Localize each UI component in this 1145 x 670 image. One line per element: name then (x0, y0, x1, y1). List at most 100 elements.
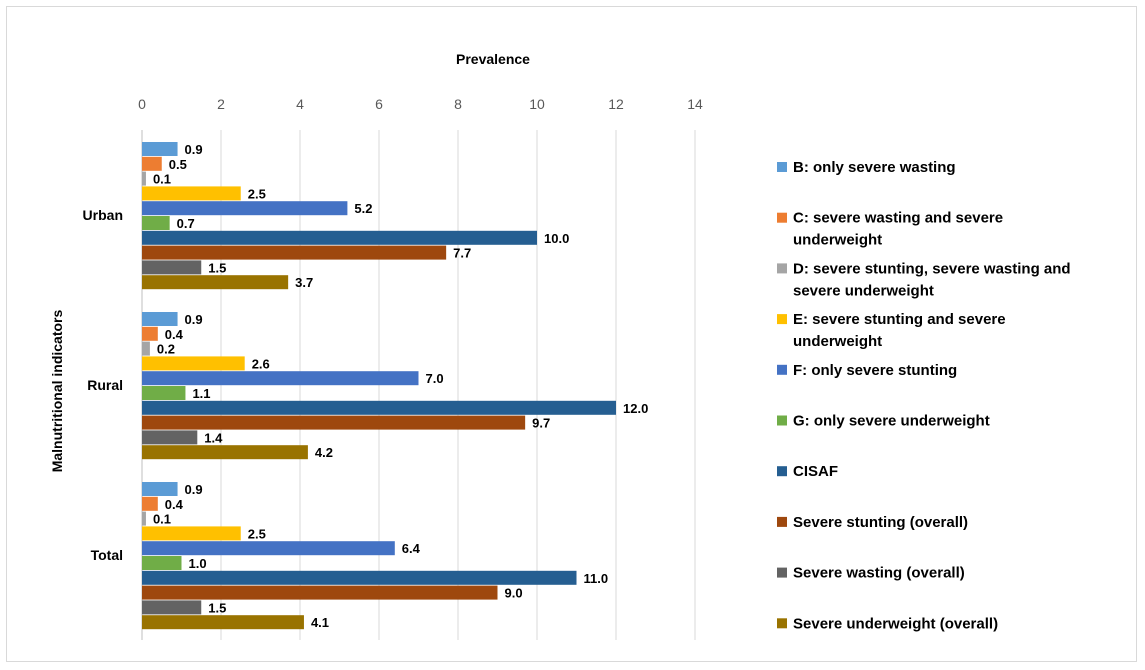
legend-label: underweight (793, 232, 882, 249)
y-axis-title: Malnutritional indicators (49, 310, 65, 473)
bar (142, 156, 162, 171)
data-label: 1.4 (204, 430, 223, 445)
data-label: 4.1 (311, 615, 329, 630)
data-label: 10.0 (544, 231, 569, 246)
bar (142, 326, 158, 341)
legend-swatch (777, 466, 787, 477)
bar (142, 312, 178, 326)
legend-label: E: severe stunting and severe (793, 311, 1006, 328)
bar (142, 356, 245, 371)
category-labels: Urban Rural Total (83, 207, 123, 563)
legend-swatch (777, 162, 787, 172)
bar (142, 341, 150, 356)
bar (142, 541, 395, 556)
bar (142, 430, 198, 445)
x-axis-title: Prevalence (456, 51, 530, 67)
bar (142, 511, 146, 526)
data-label: 0.5 (169, 157, 187, 172)
bar (142, 615, 304, 630)
legend-swatch (777, 567, 787, 578)
legend: B: only severe wasting C: severe wasting … (777, 159, 1071, 632)
data-label: 2.5 (248, 526, 266, 541)
x-tick-label: 2 (217, 96, 225, 112)
legend-swatch (777, 516, 787, 527)
data-label: 11.0 (584, 571, 609, 586)
data-labels: 0.90.50.12.55.20.710.07.71.53.70.90.40.2… (153, 142, 648, 630)
legend-swatch (777, 263, 787, 274)
bar (142, 415, 526, 430)
data-label: 0.1 (153, 172, 171, 187)
x-axis-ticks: 0 2 4 6 8 10 12 14 (138, 96, 703, 112)
bar (142, 275, 289, 290)
bar (142, 230, 537, 245)
data-label: 0.9 (185, 142, 203, 157)
legend-label: CISAF (793, 463, 838, 480)
x-tick-label: 14 (687, 96, 703, 112)
bar (142, 445, 308, 460)
bar (142, 386, 186, 400)
legend-label: Severe underweight (overall) (793, 615, 998, 632)
data-label: 0.9 (185, 482, 203, 497)
data-label: 1.5 (208, 600, 226, 615)
data-label: 7.7 (453, 246, 471, 261)
category-label: Urban (83, 207, 123, 223)
data-label: 0.2 (157, 342, 175, 357)
legend-label: Severe stunting (overall) (793, 514, 968, 531)
data-label: 4.2 (315, 445, 333, 460)
bars (142, 142, 616, 630)
legend-swatch (777, 415, 787, 426)
legend-swatch (777, 314, 787, 325)
data-label: 1.1 (192, 386, 210, 401)
legend-swatch (777, 364, 787, 375)
data-label: 5.2 (354, 201, 372, 216)
category-label: Total (91, 547, 123, 563)
bar (142, 496, 158, 511)
x-tick-label: 8 (454, 96, 462, 112)
legend-label: C: severe wasting and severe (793, 210, 1003, 227)
legend-label: F: only severe stunting (793, 362, 957, 379)
data-label: 1.5 (208, 260, 226, 275)
legend-swatch (777, 618, 787, 629)
data-label: 9.7 (532, 416, 550, 431)
x-tick-label: 12 (608, 96, 624, 112)
bar (142, 482, 178, 496)
legend-label: Severe wasting (overall) (793, 565, 965, 582)
legend-label: underweight (793, 333, 882, 350)
data-label: 9.0 (505, 586, 523, 601)
data-label: 0.9 (185, 312, 203, 327)
data-label: 0.1 (153, 512, 171, 527)
bar (142, 400, 616, 415)
bar (142, 245, 447, 260)
legend-label: B: only severe wasting (793, 159, 956, 176)
data-label: 2.6 (252, 356, 270, 371)
data-label: 1.0 (189, 556, 207, 571)
legend-label: severe underweight (793, 282, 934, 299)
x-tick-label: 0 (138, 96, 146, 112)
bar (142, 142, 178, 156)
data-label: 2.5 (248, 186, 266, 201)
bar (142, 201, 348, 216)
bar (142, 526, 241, 541)
data-label: 7.0 (426, 371, 444, 386)
x-tick-label: 6 (375, 96, 383, 112)
bar (142, 585, 498, 600)
bar (142, 600, 202, 615)
x-tick-label: 10 (529, 96, 545, 112)
x-tick-label: 4 (296, 96, 304, 112)
category-label: Rural (87, 377, 123, 393)
data-label: 3.7 (295, 275, 313, 290)
bar (142, 556, 182, 570)
legend-label: G: only severe underweight (793, 413, 990, 430)
data-label: 6.4 (402, 541, 421, 556)
bar (142, 260, 202, 275)
bar (142, 216, 170, 230)
data-label: 0.4 (165, 497, 184, 512)
bar (142, 186, 241, 201)
legend-label: D: severe stunting, severe wasting and (793, 260, 1071, 277)
bar (142, 371, 419, 386)
legend-swatch (777, 212, 787, 223)
bar (142, 171, 146, 186)
data-label: 12.0 (623, 401, 648, 416)
data-label: 0.4 (165, 327, 184, 342)
